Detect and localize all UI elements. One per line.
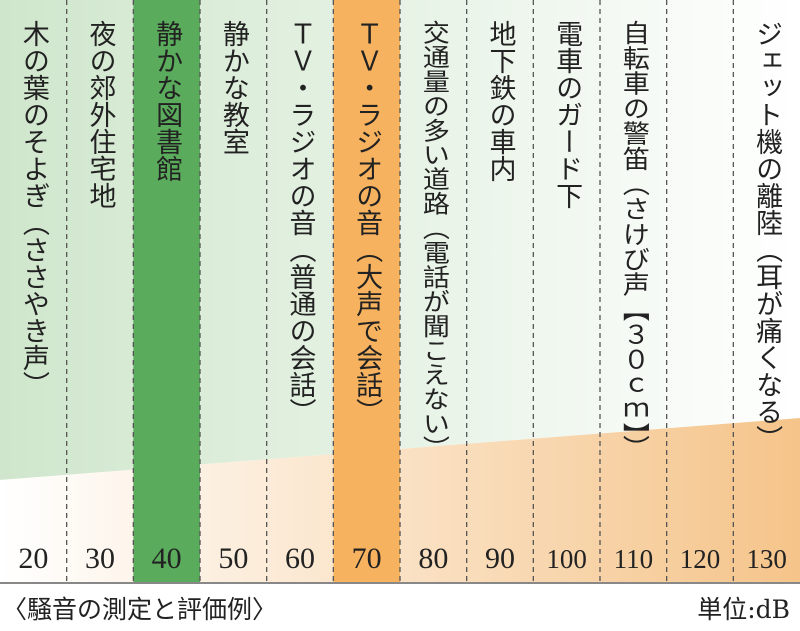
example-label-50: 静かな教室 — [218, 20, 250, 155]
highlight-column-70 — [333, 0, 400, 584]
example-label-90: 地下鉄の車内 — [485, 20, 517, 182]
db-value-90: 90 — [485, 542, 515, 575]
chart-caption: 〈騒音の測定と評価例〉 — [2, 595, 278, 624]
db-value-80: 80 — [418, 542, 448, 575]
example-label-130: ジェット機の離陸（耳が痛くなる） — [751, 20, 783, 452]
example-label-70: ＴＶ・ラジオの音（大声で会話） — [351, 20, 383, 425]
highlight-column-40 — [133, 0, 200, 584]
db-value-130: 130 — [746, 544, 787, 574]
db-value-70: 70 — [352, 542, 382, 575]
db-value-60: 60 — [285, 542, 315, 575]
example-label-100: 電車のガード下 — [551, 20, 582, 209]
noise-chart: 木の葉のそよぎ（ささやき声） 20 夜の郊外住宅地 30 静かな図書館 40 静かな教室 50… — [0, 0, 800, 584]
example-label-40: 静かな図書館 — [151, 20, 183, 182]
example-label-60: ＴＶ・ラジオの音（普通の会話） — [285, 20, 317, 425]
db-value-30: 30 — [85, 542, 115, 575]
example-label-20: 木の葉のそよぎ（ささやき声） — [18, 20, 50, 398]
db-value-120: 120 — [680, 544, 721, 574]
unit-label: 単位:dB — [697, 595, 790, 624]
example-label-110: 自転車の警笛（さけび声【３０ｃｍ】） — [618, 20, 650, 460]
db-value-110: 110 — [614, 544, 654, 574]
db-value-50: 50 — [218, 542, 248, 575]
db-value-40: 40 — [152, 542, 182, 575]
example-label-30: 夜の郊外住宅地 — [85, 20, 117, 209]
example-label-80: 交通量の多い道路（電話が聞こえない） — [418, 20, 450, 460]
db-value-100: 100 — [546, 544, 587, 574]
db-value-20: 20 — [18, 542, 48, 575]
